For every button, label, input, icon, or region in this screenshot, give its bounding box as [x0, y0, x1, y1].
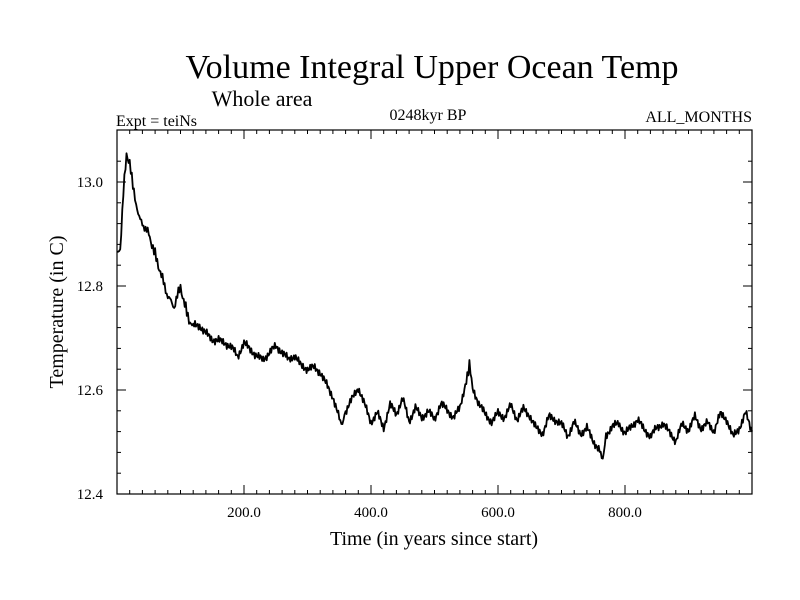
x-tick-labels: 200.0 400.0 600.0 800.0 — [227, 505, 642, 521]
plot-frame — [116, 129, 753, 495]
series-line — [116, 152, 753, 460]
chart-title: Volume Integral Upper Ocean Temp — [186, 49, 679, 86]
x-tick-label: 200.0 — [227, 505, 261, 521]
x-tick-label: 800.0 — [608, 505, 642, 521]
period-label: 0248kyr BP — [390, 107, 467, 124]
y-axis-label: Temperature (in C) — [46, 236, 68, 389]
y-tick-label: 12.4 — [77, 487, 104, 503]
x-tick-label: 600.0 — [481, 505, 515, 521]
months-label: ALL_MONTHS — [645, 109, 752, 126]
axis-ticks — [117, 130, 752, 494]
y-tick-label: 13.0 — [77, 175, 103, 191]
y-tick-label: 12.8 — [77, 279, 103, 295]
x-axis-label: Time (in years since start) — [330, 528, 538, 550]
experiment-label: Expt = teiNs — [116, 113, 197, 130]
chart-subtitle: Whole area — [212, 86, 313, 111]
y-tick-labels: 12.4 12.6 12.8 13.0 — [77, 175, 104, 503]
y-tick-label: 12.6 — [77, 383, 104, 399]
x-tick-label: 400.0 — [354, 505, 388, 521]
